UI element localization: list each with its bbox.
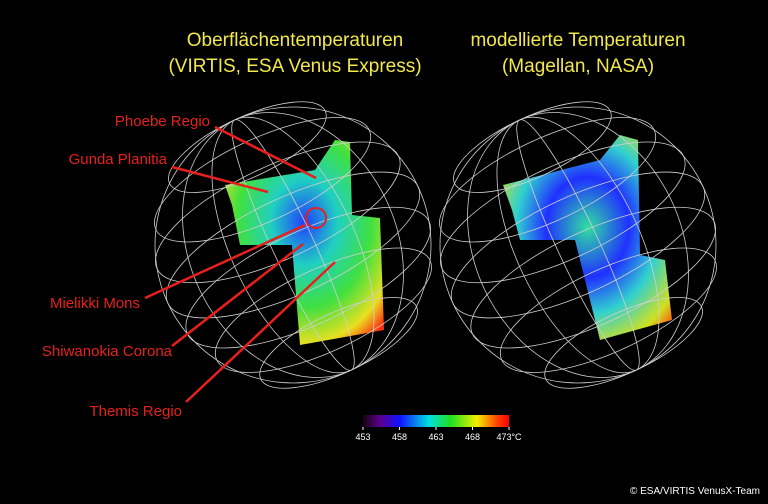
arrow xyxy=(171,243,304,347)
arrow xyxy=(185,261,336,403)
marker-circle xyxy=(305,207,327,229)
globe-outline xyxy=(154,106,432,384)
region-label: Phoebe Regio xyxy=(115,113,210,130)
parallel xyxy=(499,247,717,373)
globe-outline xyxy=(439,106,717,384)
parallel xyxy=(450,171,706,319)
parallel xyxy=(453,101,612,193)
region-label: Mielikki Mons xyxy=(50,295,140,312)
title-right-2: (Magellan, NASA) xyxy=(502,56,654,77)
colorbar-tick-label: 468 xyxy=(465,432,480,442)
region-label: Shiwanokia Corona xyxy=(42,343,173,360)
parallel xyxy=(155,141,401,284)
credit: © ESA/VIRTIS VenusX-Team xyxy=(630,486,760,497)
arrow xyxy=(214,125,317,180)
globes xyxy=(154,101,717,389)
parallel xyxy=(259,297,418,389)
parallel xyxy=(214,247,432,373)
colorbar-ticks: 453 458 463 468 473°C xyxy=(355,427,522,442)
colorbar-tick-label: 473°C xyxy=(496,432,522,442)
parallel xyxy=(165,171,421,319)
colorbar-tick-label: 453 xyxy=(355,432,370,442)
colorbar-tick-label: 458 xyxy=(392,432,407,442)
parallel xyxy=(544,297,703,389)
map-virtis xyxy=(225,140,384,345)
parallel xyxy=(470,206,716,349)
arrow xyxy=(171,165,269,194)
title-left-2: (VIRTIS, ESA Venus Express) xyxy=(168,56,421,77)
region-label: Themis Regio xyxy=(89,403,182,420)
colorbar-tick-label: 463 xyxy=(428,432,443,442)
map-magellan xyxy=(503,135,672,340)
title-right-1: modellierte Temperaturen xyxy=(470,30,685,51)
colorbar xyxy=(363,415,509,427)
parallel xyxy=(440,141,686,284)
parallel xyxy=(439,117,657,243)
arrow xyxy=(144,223,306,300)
title-left-1: Oberflächentemperaturen xyxy=(187,30,404,51)
region-label: Gunda Planitia xyxy=(69,151,168,168)
parallel xyxy=(168,101,327,193)
